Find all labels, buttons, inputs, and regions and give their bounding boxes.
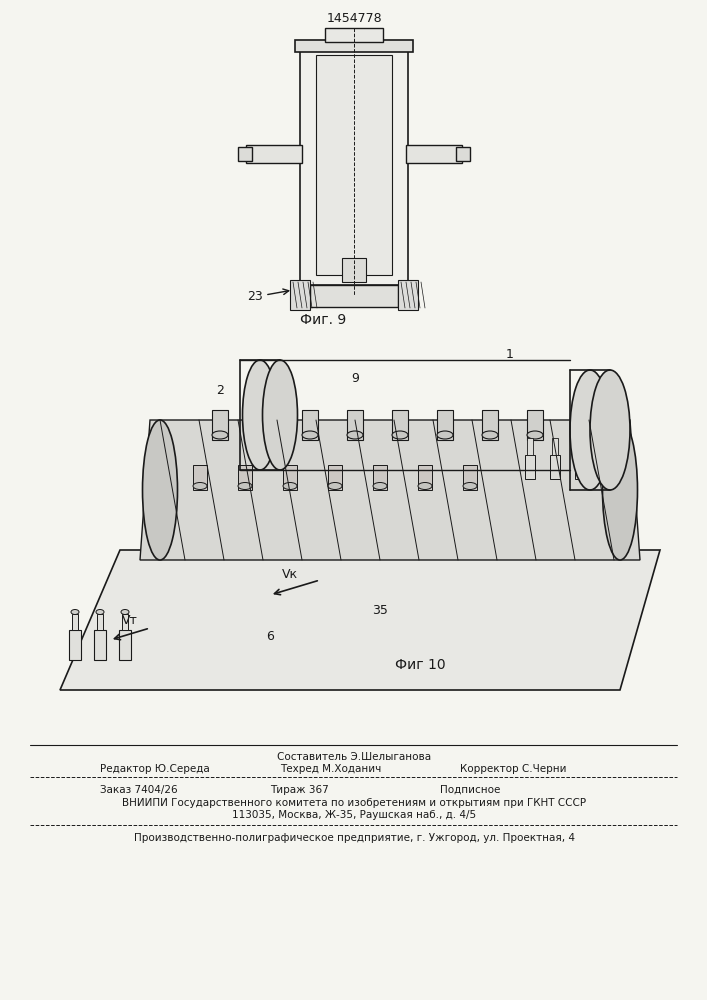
Bar xyxy=(295,40,413,52)
Bar xyxy=(300,45,408,285)
Ellipse shape xyxy=(193,483,207,489)
Text: Производственно-полиграфическое предприятие, г. Ужгород, ул. Проектная, 4: Производственно-полиграфическое предприя… xyxy=(134,833,575,843)
Ellipse shape xyxy=(437,431,453,439)
Text: Vт: Vт xyxy=(122,613,138,626)
Ellipse shape xyxy=(302,431,318,439)
Bar xyxy=(342,258,366,282)
Text: 23: 23 xyxy=(247,290,263,304)
Bar xyxy=(347,410,363,440)
Text: ВНИИПИ Государственного комитета по изобретениям и открытиям при ГКНТ СССР: ВНИИПИ Государственного комитета по изоб… xyxy=(122,798,586,808)
Ellipse shape xyxy=(262,360,298,470)
Text: Составитель Э.Шелыганова: Составитель Э.Шелыганова xyxy=(277,752,431,762)
Text: 35: 35 xyxy=(372,603,388,616)
Text: Фиг 10: Фиг 10 xyxy=(395,658,445,672)
Bar xyxy=(325,28,383,42)
Ellipse shape xyxy=(527,431,543,439)
Bar xyxy=(418,465,432,490)
Ellipse shape xyxy=(590,370,630,490)
Ellipse shape xyxy=(283,483,297,489)
Text: Редактор Ю.Середа: Редактор Ю.Середа xyxy=(100,764,210,774)
Bar xyxy=(246,145,302,163)
Text: 9: 9 xyxy=(351,371,359,384)
Ellipse shape xyxy=(418,483,432,489)
Ellipse shape xyxy=(328,483,342,489)
Text: Подписное: Подписное xyxy=(440,785,501,795)
Bar xyxy=(316,55,392,275)
Bar xyxy=(97,614,103,630)
Text: Тираж 367: Тираж 367 xyxy=(270,785,329,795)
Bar xyxy=(577,438,583,455)
Bar xyxy=(119,630,131,660)
Bar xyxy=(94,630,106,660)
Bar xyxy=(72,614,78,630)
Bar xyxy=(238,465,252,490)
Bar xyxy=(373,465,387,490)
Ellipse shape xyxy=(373,483,387,489)
Bar xyxy=(69,630,81,660)
Bar xyxy=(310,285,398,307)
Bar xyxy=(456,147,470,161)
Bar xyxy=(437,410,453,440)
Bar xyxy=(463,465,477,490)
Bar xyxy=(328,465,342,490)
Bar xyxy=(602,438,608,455)
Bar xyxy=(392,410,408,440)
Text: 1454778: 1454778 xyxy=(326,11,382,24)
Text: Корректор С.Черни: Корректор С.Черни xyxy=(460,764,566,774)
Text: Техред М.Ходанич: Техред М.Ходанич xyxy=(280,764,381,774)
Ellipse shape xyxy=(570,370,610,490)
Ellipse shape xyxy=(347,431,363,439)
Text: Фиг. 9: Фиг. 9 xyxy=(300,313,346,327)
Bar xyxy=(302,410,318,440)
Ellipse shape xyxy=(143,420,177,560)
Bar xyxy=(122,614,128,630)
Text: Заказ 7404/26: Заказ 7404/26 xyxy=(100,785,177,795)
Ellipse shape xyxy=(71,609,79,614)
Ellipse shape xyxy=(96,609,104,614)
Bar xyxy=(283,465,297,490)
Bar xyxy=(552,438,558,455)
Bar xyxy=(525,455,535,479)
Bar xyxy=(238,147,252,161)
Bar xyxy=(193,465,207,490)
Text: 113035, Москва, Ж-35, Раушская наб., д. 4/5: 113035, Москва, Ж-35, Раушская наб., д. … xyxy=(232,810,476,820)
Bar xyxy=(212,410,228,440)
Ellipse shape xyxy=(238,483,252,489)
Bar xyxy=(290,280,310,310)
Ellipse shape xyxy=(243,360,278,470)
Ellipse shape xyxy=(392,431,408,439)
Bar xyxy=(575,455,585,479)
Ellipse shape xyxy=(257,431,273,439)
Polygon shape xyxy=(60,550,660,690)
Bar xyxy=(406,145,462,163)
Ellipse shape xyxy=(121,609,129,614)
Bar xyxy=(600,455,610,479)
Bar xyxy=(482,410,498,440)
Bar xyxy=(257,410,273,440)
Bar xyxy=(527,410,543,440)
Bar xyxy=(398,280,418,310)
Ellipse shape xyxy=(482,431,498,439)
Ellipse shape xyxy=(602,420,638,560)
Text: 1: 1 xyxy=(506,349,514,361)
Ellipse shape xyxy=(212,431,228,439)
Ellipse shape xyxy=(463,483,477,489)
Text: 6: 6 xyxy=(266,630,274,643)
Text: Vк: Vк xyxy=(282,568,298,582)
Polygon shape xyxy=(140,420,640,560)
Bar xyxy=(527,438,533,455)
Text: 2: 2 xyxy=(216,383,224,396)
Bar xyxy=(550,455,560,479)
